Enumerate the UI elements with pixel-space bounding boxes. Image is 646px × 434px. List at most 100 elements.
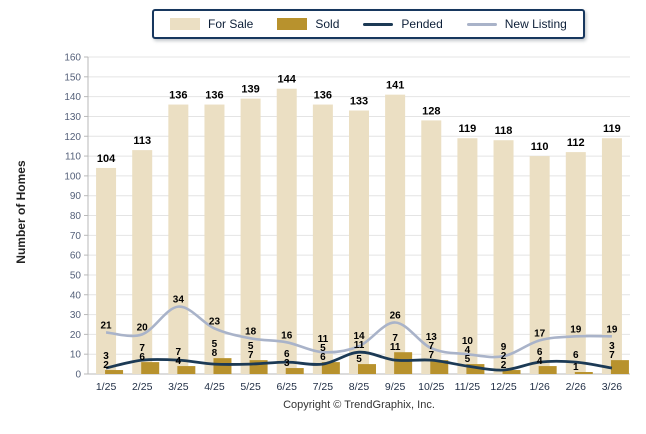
new-listing-value-label: 9 xyxy=(501,342,507,353)
new-listing-value-label: 18 xyxy=(245,326,257,337)
for-sale-value-label: 112 xyxy=(567,137,585,149)
x-tick-label: 10/25 xyxy=(418,381,444,393)
sold-bar xyxy=(141,362,160,374)
sold-value-label: 6 xyxy=(320,352,326,363)
pended-value-label: 7 xyxy=(392,333,398,344)
pended-value-label: 6 xyxy=(573,350,579,361)
sold-value-label: 5 xyxy=(356,354,362,365)
pended-value-label: 11 xyxy=(354,340,365,351)
y-tick-label: 130 xyxy=(64,112,81,123)
new-listing-value-label: 11 xyxy=(318,334,329,345)
y-tick-label: 20 xyxy=(70,330,82,341)
copyright-text: Copyright © TrendGraphix, Inc. xyxy=(283,399,435,411)
x-tick-label: 8/25 xyxy=(349,381,370,393)
sold-swatch-icon xyxy=(277,18,308,30)
sold-value-label: 4 xyxy=(176,356,182,367)
for-sale-value-label: 144 xyxy=(278,74,297,86)
x-tick-label: 5/25 xyxy=(240,381,261,393)
y-tick-label: 30 xyxy=(70,310,82,321)
pended-value-label: 2 xyxy=(501,351,507,362)
x-tick-label: 9/25 xyxy=(385,381,406,393)
pended-value-label: 5 xyxy=(248,341,254,352)
sold-bar xyxy=(430,360,449,374)
for-sale-value-label: 136 xyxy=(314,90,332,102)
x-tick-label: 1/26 xyxy=(529,381,550,393)
for-sale-value-label: 139 xyxy=(241,84,259,96)
chart-legend: For Sale Sold Pended New Listing xyxy=(152,9,585,39)
sold-value-label: 2 xyxy=(501,360,507,371)
new-listing-value-label: 26 xyxy=(390,310,402,321)
new-listing-value-label: 19 xyxy=(570,324,582,335)
pended-value-label: 6 xyxy=(284,349,290,360)
y-tick-label: 120 xyxy=(64,132,81,143)
for-sale-value-label: 136 xyxy=(205,90,223,102)
new-listing-line xyxy=(105,305,612,359)
y-tick-label: 10 xyxy=(70,350,82,361)
new-listing-value-label: 13 xyxy=(426,332,438,343)
y-axis-title: Number of Homes xyxy=(14,160,28,264)
new-listing-value-label: 10 xyxy=(462,336,474,347)
for-sale-value-label: 119 xyxy=(459,123,477,135)
sold-bar xyxy=(574,372,593,374)
pended-value-label: 7 xyxy=(428,341,434,352)
y-tick-label: 80 xyxy=(70,211,82,222)
legend-item-for-sale: For Sale xyxy=(170,17,253,31)
new-listing-value-label: 23 xyxy=(209,316,221,327)
new-listing-swatch-icon xyxy=(466,22,497,26)
pended-value-label: 7 xyxy=(139,343,145,354)
pended-value-label: 3 xyxy=(103,351,109,362)
legend-label-pended: Pended xyxy=(401,17,443,31)
y-tick-label: 150 xyxy=(64,72,81,83)
sold-value-label: 5 xyxy=(465,354,471,365)
y-tick-label: 70 xyxy=(70,231,82,242)
for-sale-bar xyxy=(457,138,478,374)
sold-bar xyxy=(321,362,340,374)
new-listing-value-label: 16 xyxy=(281,330,293,341)
sold-value-label: 7 xyxy=(609,350,615,361)
sold-value-label: 6 xyxy=(139,352,145,363)
for-sale-value-label: 128 xyxy=(422,105,440,117)
legend-label-new-listing: New Listing xyxy=(504,17,567,31)
new-listing-value-label: 14 xyxy=(353,331,365,342)
sold-bar xyxy=(105,370,124,374)
legend-label-for-sale: For Sale xyxy=(208,17,254,31)
for-sale-value-label: 118 xyxy=(495,125,513,137)
sold-bar xyxy=(502,370,521,374)
new-listing-value-label: 34 xyxy=(173,295,185,306)
x-tick-label: 3/26 xyxy=(602,381,623,393)
pended-value-label: 5 xyxy=(212,339,218,350)
sold-bar xyxy=(213,358,232,374)
x-tick-label: 2/25 xyxy=(132,381,153,393)
legend-label-sold: Sold xyxy=(315,17,340,31)
for-sale-bar xyxy=(168,104,189,375)
for-sale-value-label: 141 xyxy=(386,80,404,92)
new-listing-value-label: 21 xyxy=(101,320,113,331)
legend-item-new-listing: New Listing xyxy=(466,17,567,31)
pended-swatch-icon xyxy=(363,22,394,26)
sold-bar xyxy=(285,368,304,374)
pended-value-label: 4 xyxy=(465,345,471,356)
for-sale-value-label: 110 xyxy=(531,141,549,153)
for-sale-value-label: 136 xyxy=(169,90,187,102)
sold-value-label: 11 xyxy=(390,342,401,353)
y-tick-label: 110 xyxy=(65,152,81,163)
x-tick-label: 6/25 xyxy=(277,381,298,393)
x-tick-label: 11/25 xyxy=(455,381,481,393)
sold-bar xyxy=(610,360,629,374)
for-sale-swatch-icon xyxy=(170,18,200,30)
new-listing-value-label: 20 xyxy=(137,322,149,333)
sold-value-label: 7 xyxy=(428,350,434,361)
for-sale-bar xyxy=(349,110,369,375)
y-tick-label: 90 xyxy=(70,191,82,202)
sold-bar xyxy=(358,364,376,374)
for-sale-bar xyxy=(132,150,153,374)
for-sale-bar xyxy=(385,94,406,375)
for-sale-bar xyxy=(421,120,442,375)
y-tick-label: 160 xyxy=(64,53,81,64)
y-tick-label: 50 xyxy=(70,270,82,281)
sold-bar xyxy=(466,364,485,374)
x-tick-label: 3/25 xyxy=(168,381,189,393)
sold-bar xyxy=(394,352,413,374)
for-sale-value-label: 133 xyxy=(350,95,368,107)
